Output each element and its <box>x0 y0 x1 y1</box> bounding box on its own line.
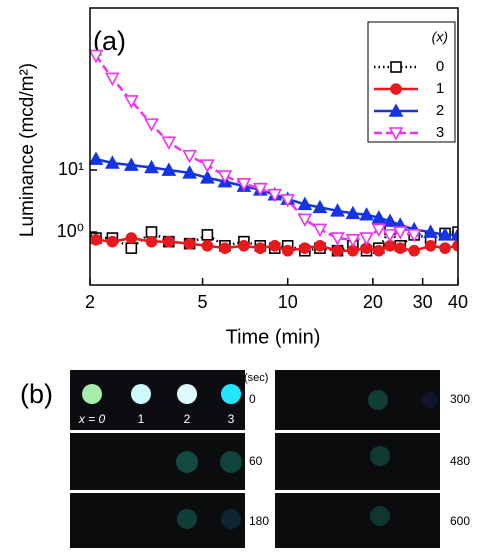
legend-label: 2 <box>436 102 444 119</box>
marker <box>392 226 408 240</box>
marker <box>144 118 159 132</box>
marker <box>281 244 294 257</box>
marker <box>406 229 422 243</box>
marker <box>424 240 437 252</box>
marker <box>106 235 119 248</box>
marker <box>238 240 250 252</box>
marker <box>145 226 158 238</box>
marker <box>123 157 139 171</box>
marker <box>163 235 175 248</box>
sample-label: x = 0 <box>78 412 106 426</box>
marker <box>90 151 104 165</box>
sample-label: 2 <box>184 412 191 426</box>
marker <box>330 203 345 217</box>
marker <box>105 155 120 169</box>
marker <box>299 242 311 254</box>
plot-frame <box>89 7 459 286</box>
marker <box>423 224 438 238</box>
time-label: 480 <box>450 454 470 468</box>
legend-box <box>367 21 456 143</box>
marker <box>123 95 139 109</box>
marker <box>452 240 458 252</box>
marker <box>408 244 420 257</box>
marker <box>125 232 138 244</box>
sample-label: 1 <box>138 412 145 426</box>
x-tick-label: 5 <box>198 292 208 312</box>
marker <box>359 207 374 221</box>
marker <box>382 213 398 227</box>
y-tick-label: 10¹ <box>58 159 84 179</box>
marker <box>388 103 404 117</box>
marker <box>201 240 214 252</box>
marker <box>394 242 407 254</box>
marker <box>437 227 453 241</box>
x-tick-label: 10 <box>278 292 298 312</box>
x-tick-label: 20 <box>363 292 383 312</box>
time-unit: (sec) <box>244 372 268 384</box>
marker <box>331 244 344 257</box>
marker <box>345 233 361 248</box>
marker <box>161 136 177 150</box>
plot-area <box>90 49 458 257</box>
marker <box>145 235 158 248</box>
marker <box>125 242 138 254</box>
panel-label: (b) <box>20 379 53 409</box>
marker <box>373 244 385 257</box>
marker <box>183 237 196 250</box>
marker <box>382 229 398 243</box>
marker <box>390 61 402 73</box>
x-axis-label: Time (min) <box>226 326 321 348</box>
marker <box>201 229 214 241</box>
marker <box>330 232 345 246</box>
marker <box>280 194 296 208</box>
marker <box>388 127 404 141</box>
marker <box>390 83 402 95</box>
marker <box>161 162 177 176</box>
marker <box>345 205 361 220</box>
marker <box>182 165 197 179</box>
marker <box>182 149 197 164</box>
marker <box>314 240 326 252</box>
marker <box>297 213 313 228</box>
marker <box>371 210 387 224</box>
legend-label: 3 <box>436 124 444 141</box>
marker <box>219 242 231 254</box>
y-axis-label: Luminance (mcd/m²) <box>17 63 38 237</box>
time-label: 300 <box>450 392 470 406</box>
marker <box>252 182 268 197</box>
marker <box>267 188 283 203</box>
marker <box>297 196 313 211</box>
legend-title: (x) <box>432 29 448 45</box>
legend-label: 0 <box>436 58 444 75</box>
time-label: 180 <box>249 514 269 528</box>
marker <box>236 177 252 192</box>
x-tick-label: 40 <box>448 292 468 312</box>
marker <box>200 170 215 184</box>
marker <box>217 170 233 184</box>
marker <box>359 232 374 246</box>
marker <box>450 227 458 241</box>
marker <box>90 233 102 246</box>
photo-grid <box>70 370 440 548</box>
y-tick-label: 10⁰ <box>57 221 84 241</box>
marker <box>371 223 387 238</box>
marker <box>312 199 328 214</box>
time-label: 60 <box>249 454 263 468</box>
marker <box>90 49 104 64</box>
sample-label: 3 <box>228 412 235 426</box>
marker <box>254 242 267 254</box>
legend-label: 1 <box>436 80 444 97</box>
marker <box>144 159 159 174</box>
marker <box>268 240 281 252</box>
marker <box>439 242 451 254</box>
marker <box>200 159 215 173</box>
x-tick-label: 30 <box>413 292 433 312</box>
time-label: 600 <box>450 514 470 528</box>
marker <box>105 72 120 87</box>
x-tick-label: 2 <box>85 292 95 312</box>
marker <box>312 223 328 238</box>
time-label: 0 <box>249 392 256 406</box>
